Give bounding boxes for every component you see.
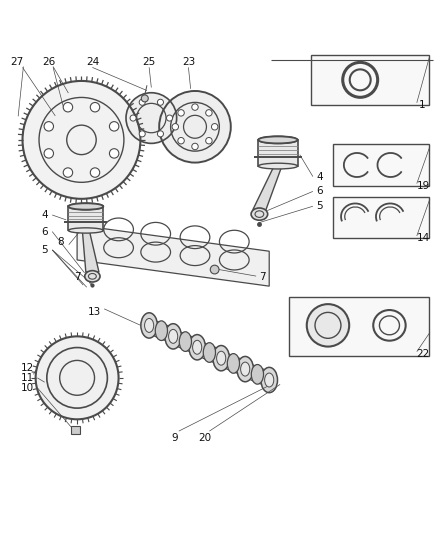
Circle shape <box>192 143 198 150</box>
Circle shape <box>63 168 73 177</box>
Text: 7: 7 <box>74 272 81 282</box>
Circle shape <box>44 122 53 131</box>
Text: 20: 20 <box>198 433 212 442</box>
Ellipse shape <box>261 367 278 393</box>
Ellipse shape <box>240 362 250 376</box>
Circle shape <box>206 138 212 144</box>
Circle shape <box>178 138 184 144</box>
Polygon shape <box>77 225 269 286</box>
Bar <box>332 197 428 238</box>
Ellipse shape <box>68 228 103 233</box>
Ellipse shape <box>145 319 154 333</box>
Circle shape <box>210 265 219 274</box>
Ellipse shape <box>169 329 178 343</box>
Ellipse shape <box>165 324 181 349</box>
Text: 25: 25 <box>142 57 156 67</box>
Ellipse shape <box>237 364 277 386</box>
Circle shape <box>126 93 177 143</box>
Circle shape <box>90 102 100 112</box>
Text: 6: 6 <box>316 187 323 196</box>
Text: 4: 4 <box>316 172 323 182</box>
Bar <box>332 144 428 185</box>
Circle shape <box>157 131 163 137</box>
Text: 13: 13 <box>88 308 101 317</box>
Circle shape <box>110 149 119 158</box>
Circle shape <box>159 91 231 163</box>
Ellipse shape <box>217 351 226 365</box>
Circle shape <box>178 110 184 116</box>
Ellipse shape <box>227 353 240 373</box>
Text: 8: 8 <box>58 238 64 247</box>
Circle shape <box>130 115 136 121</box>
Ellipse shape <box>165 330 205 353</box>
Text: 5: 5 <box>316 201 323 211</box>
Ellipse shape <box>68 204 103 209</box>
Text: 14: 14 <box>417 233 430 243</box>
Ellipse shape <box>193 340 202 354</box>
Circle shape <box>192 104 198 110</box>
Circle shape <box>206 110 212 116</box>
Text: 19: 19 <box>417 181 430 191</box>
Circle shape <box>307 304 349 346</box>
Circle shape <box>212 124 218 130</box>
Ellipse shape <box>189 342 229 364</box>
Circle shape <box>141 95 148 102</box>
Text: 6: 6 <box>41 227 48 237</box>
Ellipse shape <box>258 136 297 143</box>
Text: 5: 5 <box>41 245 48 255</box>
Polygon shape <box>71 426 80 434</box>
Text: 9: 9 <box>171 433 178 442</box>
Text: 11: 11 <box>21 373 35 383</box>
Ellipse shape <box>189 335 205 360</box>
Circle shape <box>139 131 145 137</box>
Text: 10: 10 <box>21 383 34 393</box>
Circle shape <box>110 122 119 131</box>
Bar <box>311 55 428 105</box>
Polygon shape <box>82 230 99 272</box>
Ellipse shape <box>203 343 215 362</box>
Circle shape <box>35 336 119 419</box>
Text: 7: 7 <box>259 272 266 282</box>
Circle shape <box>63 102 73 112</box>
Text: 12: 12 <box>21 363 35 373</box>
Circle shape <box>139 99 145 106</box>
Ellipse shape <box>251 208 268 220</box>
Ellipse shape <box>213 352 253 375</box>
Text: 22: 22 <box>417 349 430 359</box>
Circle shape <box>157 99 163 106</box>
Bar <box>68 206 103 230</box>
Circle shape <box>22 81 141 199</box>
Circle shape <box>172 124 179 130</box>
Ellipse shape <box>265 373 274 387</box>
Ellipse shape <box>179 332 191 351</box>
Ellipse shape <box>251 365 264 384</box>
Ellipse shape <box>85 271 100 282</box>
Ellipse shape <box>155 321 167 341</box>
Circle shape <box>90 168 100 177</box>
Ellipse shape <box>213 345 230 371</box>
Text: 4: 4 <box>41 210 48 220</box>
Circle shape <box>166 115 173 121</box>
Ellipse shape <box>258 163 297 169</box>
Bar <box>289 297 428 356</box>
Ellipse shape <box>141 313 157 338</box>
Ellipse shape <box>258 136 297 143</box>
Ellipse shape <box>237 357 254 382</box>
Text: 1: 1 <box>419 100 425 110</box>
Text: 26: 26 <box>42 57 55 67</box>
Text: 27: 27 <box>10 57 24 67</box>
Bar <box>258 140 297 166</box>
Text: 24: 24 <box>86 57 99 67</box>
Circle shape <box>44 149 53 158</box>
Ellipse shape <box>141 320 181 342</box>
Polygon shape <box>253 166 282 210</box>
Text: 23: 23 <box>182 57 195 67</box>
Ellipse shape <box>68 203 103 210</box>
